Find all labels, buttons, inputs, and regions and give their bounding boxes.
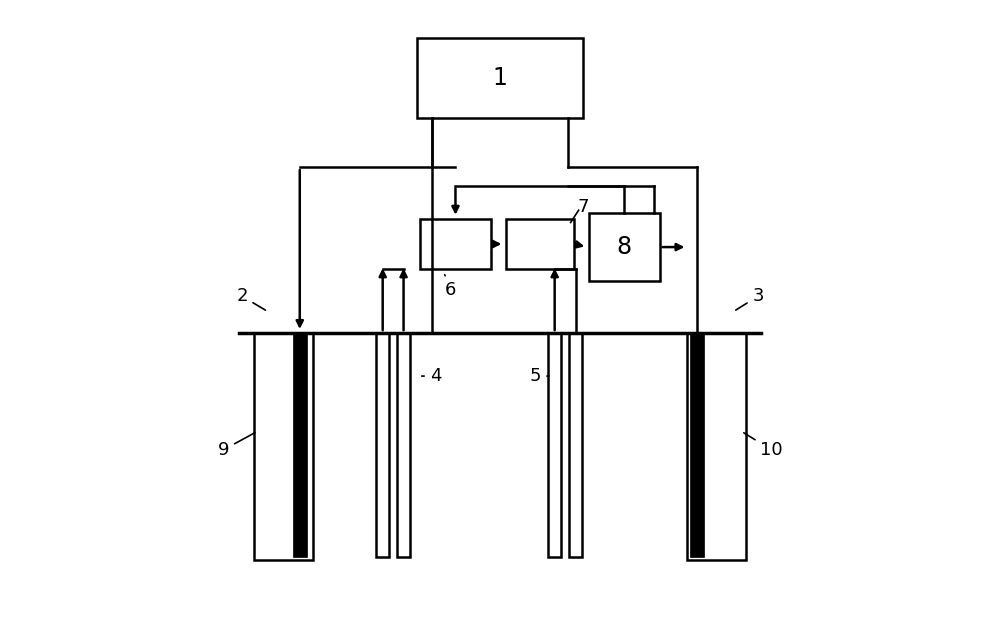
Text: 5: 5 xyxy=(530,367,549,385)
Bar xyxy=(397,333,410,557)
Bar xyxy=(376,333,389,557)
Text: 7: 7 xyxy=(577,198,589,216)
Text: 6: 6 xyxy=(445,275,457,299)
Text: 10: 10 xyxy=(744,433,783,459)
Bar xyxy=(417,38,583,118)
Bar xyxy=(254,333,313,560)
Bar xyxy=(548,333,561,557)
Text: 9: 9 xyxy=(218,433,255,459)
Text: 2: 2 xyxy=(236,288,265,310)
Bar xyxy=(293,333,307,557)
Text: 3: 3 xyxy=(736,288,764,310)
Bar xyxy=(687,333,746,560)
Bar xyxy=(506,220,574,268)
Bar xyxy=(589,213,660,281)
Bar xyxy=(420,220,491,268)
Text: 4: 4 xyxy=(422,367,441,385)
Text: 8: 8 xyxy=(617,235,632,259)
Bar xyxy=(569,333,582,557)
Bar xyxy=(690,333,704,557)
Text: 1: 1 xyxy=(493,66,507,90)
